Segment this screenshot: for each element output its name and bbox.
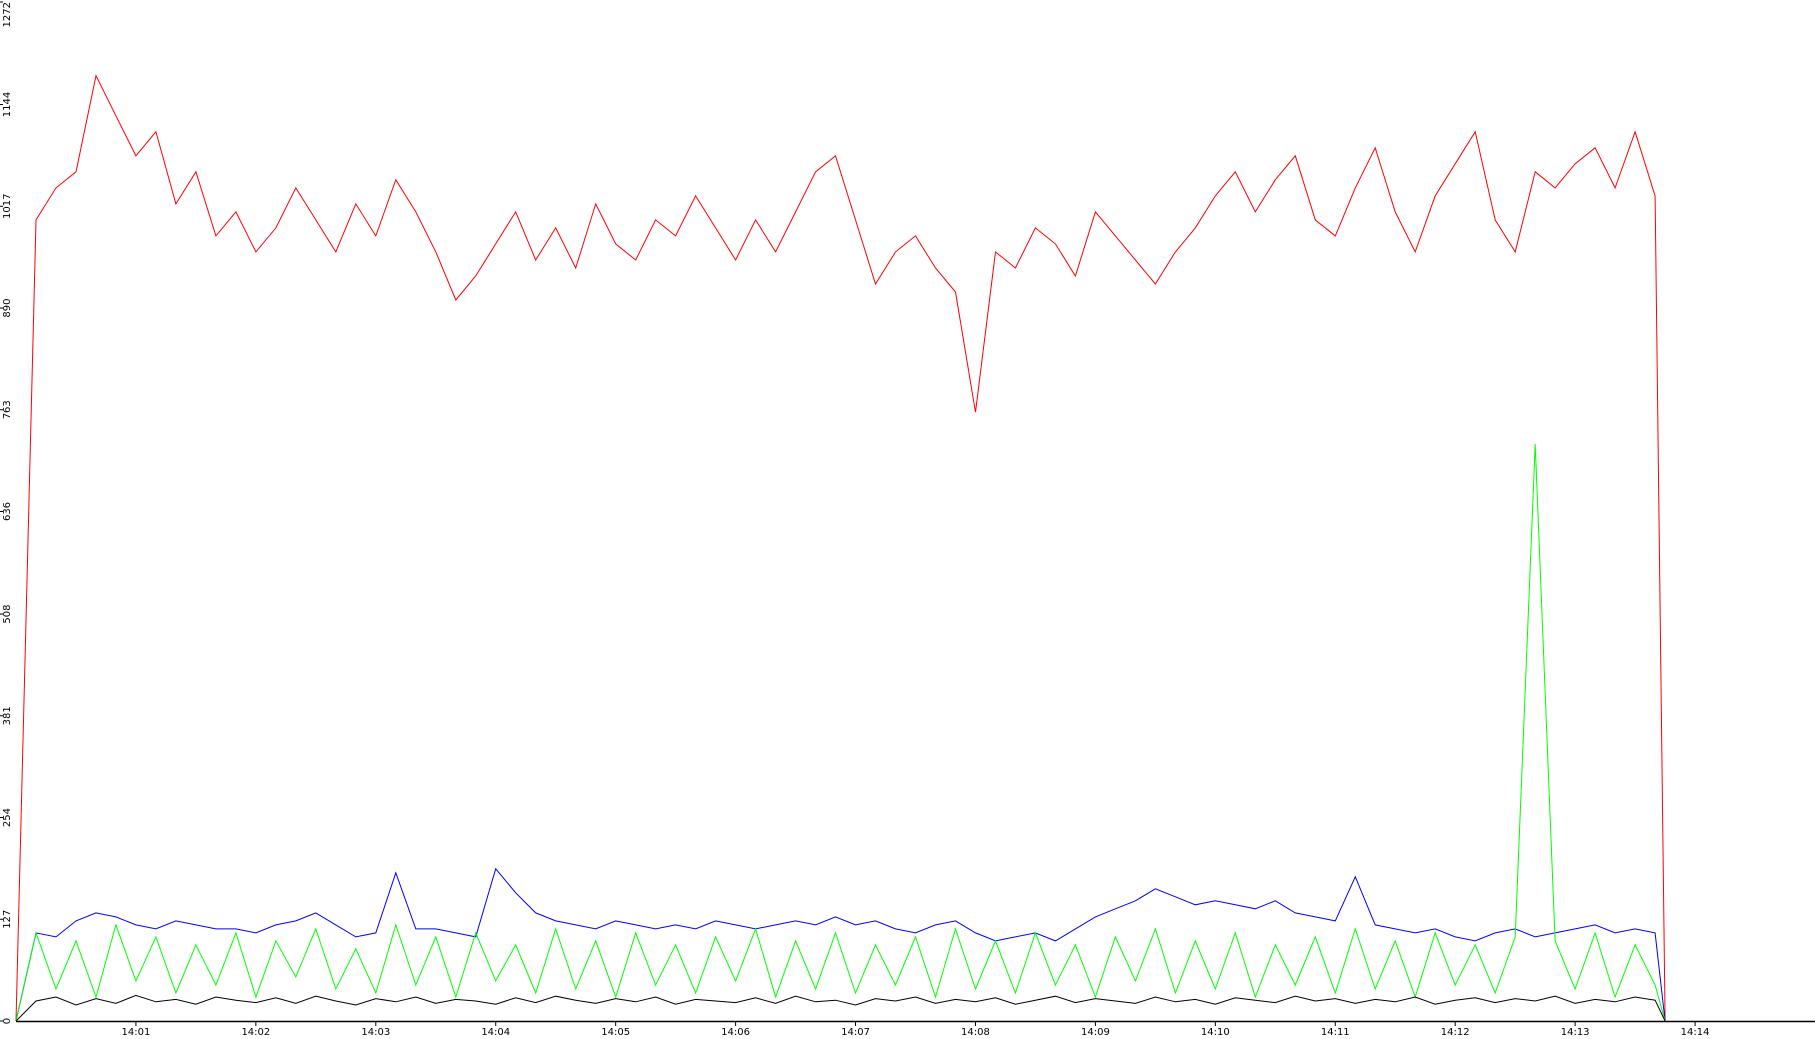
x-tick-label: 14:09 [1081, 1027, 1110, 1038]
y-tick-label: 0 [2, 1018, 13, 1024]
x-tick-label: 14:13 [1561, 1027, 1590, 1038]
x-tick-label: 14:08 [961, 1027, 990, 1038]
x-tick-label: 14:14 [1681, 1027, 1710, 1038]
x-tick-label: 14:05 [601, 1027, 630, 1038]
x-tick-label: 14:06 [721, 1027, 750, 1038]
y-tick-label: 127 [2, 910, 13, 929]
x-tick-label: 14:12 [1441, 1027, 1470, 1038]
y-tick-label: 508 [2, 604, 13, 623]
series-line [15, 994, 1666, 1022]
x-tick-label: 14:03 [361, 1027, 390, 1038]
y-tick-label: 636 [2, 502, 13, 521]
x-tick-label: 14:07 [841, 1027, 870, 1038]
y-tick-label: 890 [2, 298, 13, 317]
x-tick-label: 14:01 [122, 1027, 151, 1038]
y-tick-label: 381 [2, 706, 13, 725]
y-tick-label: 1144 [2, 92, 13, 117]
y-tick-label: 763 [2, 400, 13, 419]
y-tick-label: 1272 [2, 2, 13, 27]
y-tick-label: 1017 [2, 194, 13, 219]
series-line [15, 867, 1666, 1022]
series-line [15, 74, 1666, 1022]
x-tick-label: 14:10 [1201, 1027, 1230, 1038]
x-tick-label: 14:02 [241, 1027, 270, 1038]
x-tick-label: 14:04 [481, 1027, 510, 1038]
series-line [15, 444, 1666, 1022]
y-tick-label: 254 [2, 808, 13, 827]
x-tick-label: 14:11 [1321, 1027, 1350, 1038]
